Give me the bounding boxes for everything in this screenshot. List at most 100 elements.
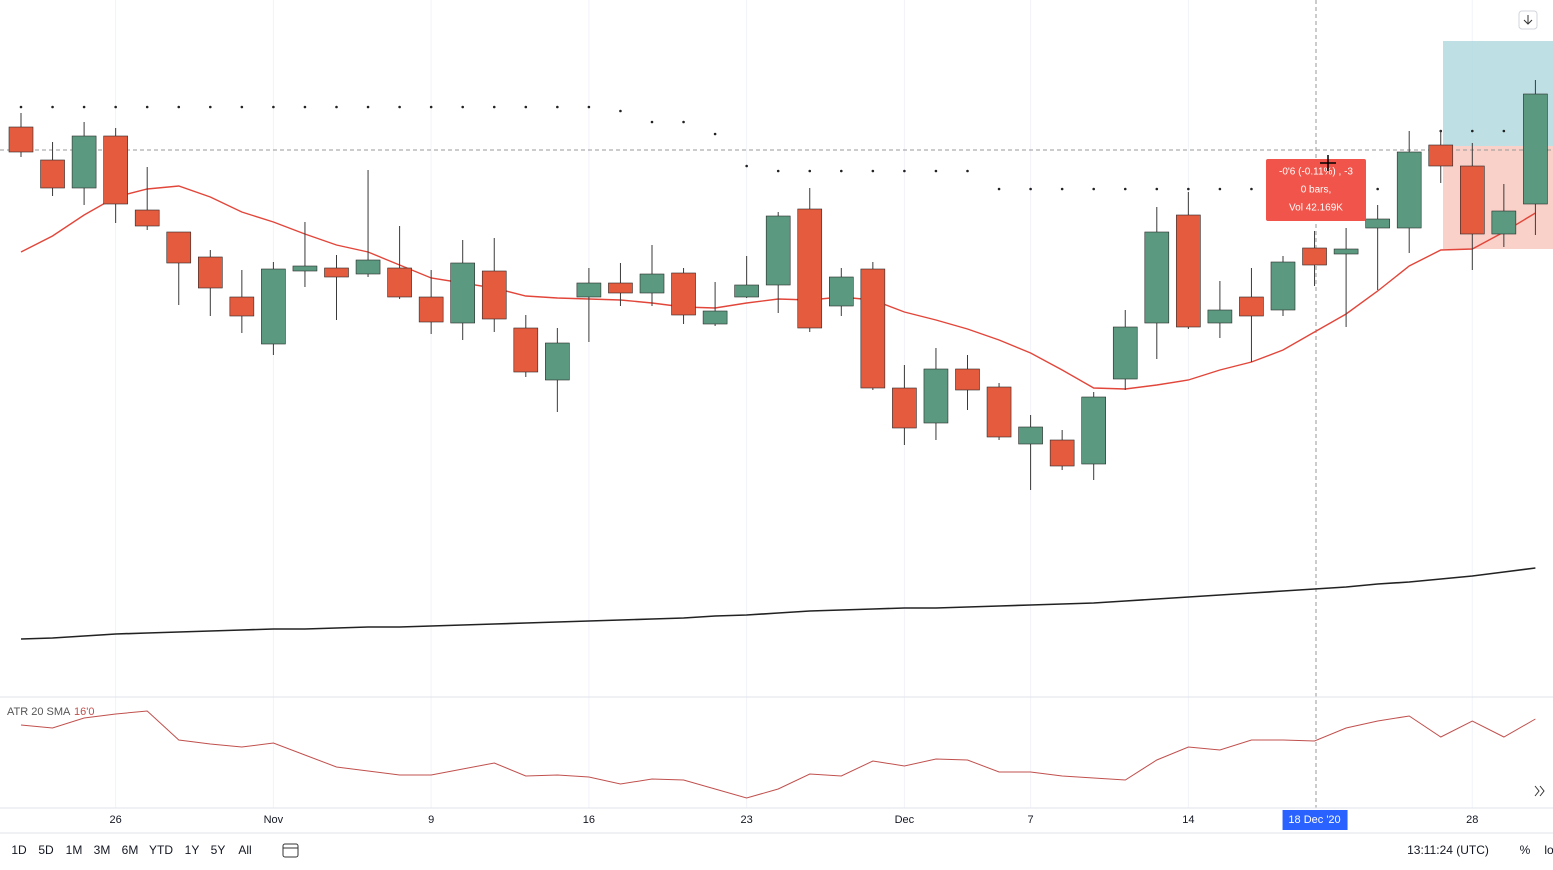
candle-body — [986, 386, 1012, 438]
sar-dot — [1155, 187, 1159, 191]
candle-body — [1018, 426, 1043, 445]
candle-body — [481, 270, 507, 320]
sar-dot — [19, 105, 23, 109]
sar-dot — [997, 187, 1001, 191]
candle-body — [923, 368, 949, 424]
candle-body — [892, 387, 917, 429]
candle-body — [1460, 165, 1485, 235]
range-button[interactable]: 5Y — [211, 843, 226, 857]
x-tick-label: 9 — [428, 814, 434, 826]
range-button[interactable]: 3M — [94, 843, 111, 857]
candle-body — [418, 296, 444, 323]
candle-body — [292, 265, 318, 272]
sar-dot — [461, 105, 465, 109]
indicator-line — [20, 710, 1536, 799]
candle-body — [103, 135, 128, 205]
candle-body — [1428, 144, 1454, 167]
scroll-icon — [1523, 15, 1533, 25]
sar-dot — [398, 105, 401, 109]
candle-body — [608, 282, 633, 294]
cursor — [1320, 155, 1336, 171]
sar-dot — [556, 105, 559, 109]
candle-body — [828, 276, 854, 307]
candle-body — [40, 159, 65, 189]
sar-dot — [492, 105, 496, 109]
sar-dot — [619, 109, 622, 113]
candle-body — [734, 284, 759, 298]
sar-dot — [1502, 129, 1506, 133]
range-button[interactable]: YTD — [149, 843, 173, 857]
candle-body — [229, 296, 255, 317]
candle-body — [261, 268, 286, 345]
x-tick-label: 14 — [1182, 814, 1194, 826]
candle-body — [198, 256, 223, 289]
x-tick-label: 23 — [741, 814, 753, 826]
scale-button[interactable]: lo — [1544, 843, 1553, 857]
candle-body — [1207, 309, 1233, 324]
candle-body — [671, 272, 696, 316]
date-range-icon[interactable] — [282, 843, 299, 858]
candle-body — [387, 267, 412, 298]
sar-dot — [871, 169, 875, 173]
sar-dot — [713, 132, 717, 136]
toolbar: 13:11:24 (UTC) 1D 5D 1M 3M 6M YTD 1Y 5Y All% lo — [11, 843, 1553, 858]
candle-body — [955, 368, 980, 391]
candle-body — [1239, 296, 1264, 317]
candle-body — [1081, 396, 1106, 465]
sar-dot — [114, 105, 117, 109]
sar-dot — [1092, 187, 1095, 191]
sar-dot — [335, 105, 338, 109]
sar-dot — [934, 169, 938, 173]
sar-dot — [366, 105, 370, 109]
candle-body — [324, 267, 349, 278]
tooltip-box — [1266, 159, 1366, 221]
candle-body — [639, 273, 665, 294]
range-button[interactable]: 1Y — [185, 843, 200, 857]
sar-dot — [272, 105, 275, 109]
sar-dot — [240, 105, 244, 109]
sar-dot — [682, 120, 685, 124]
sar-dot — [177, 105, 181, 109]
sar-dot — [776, 169, 780, 173]
sar-dot — [209, 105, 212, 109]
sar-dot — [1218, 187, 1222, 191]
sar-dot — [1060, 187, 1064, 191]
x-tick-label: 28 — [1466, 814, 1478, 826]
candle-body — [1144, 231, 1170, 324]
tooltip-line: Vol 42.169K — [1289, 203, 1343, 214]
candle-body — [71, 135, 97, 189]
candle-body — [513, 327, 539, 373]
scale-button[interactable]: % — [1520, 843, 1531, 857]
candle-body — [1302, 247, 1327, 266]
candle-body — [576, 282, 602, 298]
candle-body — [1523, 93, 1548, 205]
candle-body — [797, 208, 823, 329]
range-button[interactable]: 6M — [122, 843, 139, 857]
sar-dot — [587, 105, 591, 109]
sar-dot — [429, 105, 433, 109]
sar-dot — [303, 105, 307, 109]
overlay-line — [20, 567, 1536, 640]
x-tick-label: 7 — [1028, 814, 1034, 826]
range-button[interactable]: 5D — [38, 843, 54, 857]
candle-body — [1112, 326, 1138, 380]
candle-body — [702, 310, 728, 325]
x-tick-label: 26 — [110, 814, 122, 826]
candle-body — [1176, 214, 1201, 328]
range-button[interactable]: 1M — [66, 843, 83, 857]
range-button[interactable]: All — [238, 843, 251, 857]
candle-body — [860, 268, 886, 389]
x-tick-label: Dec — [895, 814, 915, 826]
crosshair-date-label: 18 Dec '20 — [1288, 814, 1340, 826]
range-button[interactable]: 1D — [11, 843, 27, 857]
candle-body — [450, 262, 476, 324]
candle-body — [355, 259, 381, 275]
scroll-to-end-icon — [1534, 785, 1545, 797]
candle-body — [1333, 248, 1359, 255]
candle-body — [1049, 439, 1075, 467]
sar-dot — [745, 164, 748, 168]
sar-dot — [1376, 187, 1379, 191]
sar-dot — [1029, 187, 1032, 191]
